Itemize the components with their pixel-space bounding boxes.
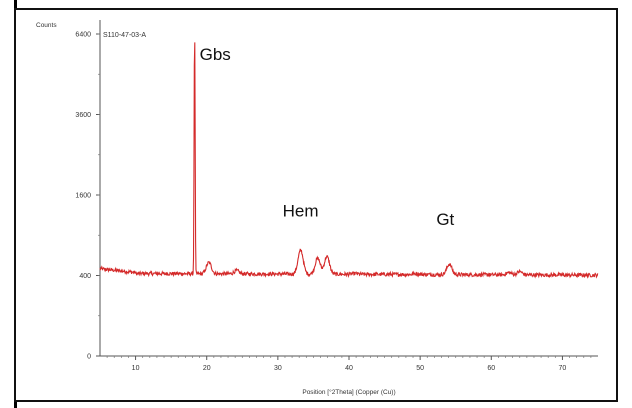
y-tick-label: 3600 — [75, 112, 91, 119]
x-tick-label: 50 — [416, 365, 424, 372]
y-tick-label: 400 — [79, 273, 91, 280]
x-ticks: 10 20 30 40 50 60 70 — [132, 356, 567, 372]
annotation-hem: Hem — [283, 202, 319, 221]
annotation-gt: Gt — [436, 210, 454, 229]
figure-frame — [14, 8, 618, 402]
x-tick-label: 30 — [274, 365, 282, 372]
x-axis-label: Position [°2Theta] (Copper (Cu)) — [302, 388, 395, 396]
minor-ticks — [98, 33, 592, 358]
x-tick-label: 20 — [203, 365, 211, 372]
x-tick-label: 60 — [487, 365, 495, 372]
x-tick-label: 40 — [345, 365, 353, 372]
sample-id-label: S110-47-03-A — [103, 32, 146, 39]
y-tick-label: 6400 — [75, 32, 91, 39]
x-tick-label: 10 — [132, 365, 140, 372]
y-tick-label: 0 — [87, 354, 91, 361]
y-axis-label: Counts — [36, 22, 57, 29]
y-ticks: 0 400 1600 3600 6400 — [75, 32, 100, 361]
x-tick-label: 70 — [559, 365, 567, 372]
phase-annotations: Gbs Hem Gt — [200, 45, 455, 229]
annotation-gbs: Gbs — [200, 45, 231, 64]
y-tick-label: 1600 — [75, 193, 91, 200]
xrd-pattern-line — [99, 42, 599, 279]
